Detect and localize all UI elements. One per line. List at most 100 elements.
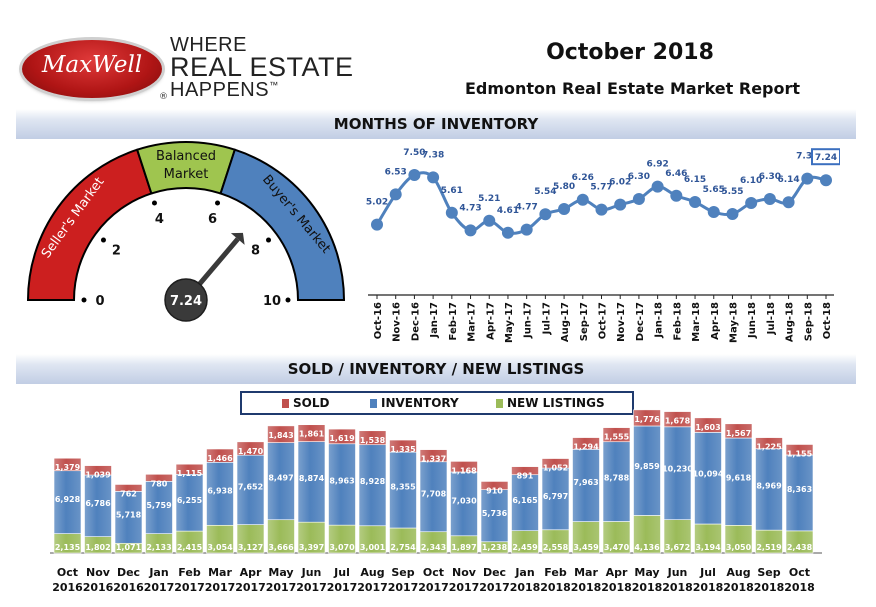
data-label: 4.61 (497, 206, 519, 216)
registered-mark: ® (159, 92, 168, 102)
legend-swatch-sold (282, 399, 289, 408)
bar-segment-inventory (267, 442, 295, 521)
bar-label-sold: 1,603 (695, 423, 720, 432)
data-point (445, 206, 458, 219)
bar-segment-sold (206, 448, 234, 463)
legend-inventory: INVENTORY (370, 396, 459, 410)
bar-label-inventory: 7,652 (238, 482, 263, 491)
data-point (689, 196, 702, 208)
tagline-line1: WHERE (170, 34, 247, 56)
bar-label-inventory: 6,165 (512, 496, 538, 505)
bar-label-new-listings: 3,054 (207, 543, 233, 552)
bar-label-inventory: 5,736 (482, 509, 508, 518)
bar-segment-inventory (572, 449, 600, 522)
legend-swatch-new-listings (496, 399, 503, 408)
data-point (520, 223, 533, 236)
bar-label-sold: 891 (517, 472, 534, 481)
months-of-inventory-line-chart: 5.02 Oct-16 6.53 Nov-16 7.50 Dec-16 7.38 Jan-17… (366, 148, 840, 343)
data-label: 6.53 (385, 167, 407, 177)
data-point (483, 214, 496, 227)
x-tick-label-year: 2016 (113, 581, 144, 594)
data-point (464, 224, 477, 237)
data-label: 6.15 (684, 175, 706, 185)
x-tick-label: Mar-17 (467, 302, 478, 342)
highlight-box (811, 148, 840, 166)
bar-segment-inventory (297, 441, 326, 523)
x-tick-label-month: Dec (483, 566, 506, 579)
x-tick-label-month: Oct (423, 566, 444, 579)
data-point (576, 193, 589, 206)
bar-segment-inventory (541, 467, 570, 531)
bar-label-sold: 1,678 (665, 417, 691, 426)
x-tick-label: Mar-18 (691, 302, 702, 342)
bar-label-inventory: 8,928 (360, 477, 386, 486)
bar-label-new-listings: 1,238 (482, 543, 508, 552)
bar-label-sold: 1,538 (360, 436, 386, 445)
bar-segment-inventory (663, 426, 692, 520)
data-label: 4.73 (459, 203, 481, 213)
x-tick-label-year: 2017 (479, 581, 510, 594)
data-label: 5.21 (478, 194, 500, 204)
bar-label-inventory: 9,618 (726, 473, 752, 482)
bar-segment-inventory (175, 474, 204, 532)
bar-label-new-listings: 2,135 (55, 543, 81, 552)
x-tick-label-year: 2018 (540, 581, 571, 594)
bar-segment-sold (389, 439, 417, 453)
bar-segment-sold (53, 457, 82, 472)
x-tick-label-year: 2018 (510, 581, 541, 594)
bar-label-new-listings: 3,194 (695, 543, 721, 552)
x-tick-label: Sep-17 (579, 302, 590, 341)
x-tick-label: May-18 (728, 302, 739, 343)
bar-label-sold: 1,567 (726, 429, 751, 438)
bar-label-inventory: 5,759 (146, 501, 172, 510)
bar-segment-sold (297, 424, 326, 442)
x-tick-label-year: 2017 (144, 581, 175, 594)
bar-label-new-listings: 3,666 (268, 543, 294, 552)
x-tick-label: Oct-18 (822, 302, 833, 339)
bar-segment-new-listings (663, 519, 692, 554)
x-tick-label: Apr-18 (710, 302, 721, 340)
data-point (670, 189, 683, 202)
bar-segment-sold (511, 466, 539, 476)
x-tick-label-year: 2017 (357, 581, 388, 594)
bar-segment-sold (358, 430, 387, 446)
bar-label-new-listings: 3,672 (665, 543, 690, 552)
bar-label-new-listings: 2,343 (421, 543, 446, 552)
tagline-line3-text: HAPPENS (170, 78, 270, 101)
bar-label-new-listings: 2,558 (543, 543, 569, 552)
x-tick-label-year: 2017 (174, 581, 205, 594)
bar-segment-sold (419, 449, 448, 463)
bar-segment-inventory (724, 437, 753, 526)
x-tick-label-month: Sep (757, 566, 780, 579)
bar-segment-sold (145, 473, 173, 482)
x-tick-label-month: Aug (360, 566, 384, 579)
bar-label-inventory: 7,963 (573, 478, 598, 487)
bar-label-inventory: 8,874 (299, 474, 325, 483)
x-tick-label-month: Dec (117, 566, 140, 579)
x-tick-label: Feb-18 (672, 302, 683, 340)
bar-label-sold: 1,470 (238, 447, 264, 456)
gauge-tick-dot (215, 200, 221, 206)
x-tick-label: Feb-17 (448, 302, 459, 340)
data-point (726, 208, 739, 220)
gauge-tick-dot (100, 237, 106, 243)
data-point (501, 226, 514, 239)
x-tick-label-month: Oct (789, 566, 810, 579)
maxwell-logo-ellipse (22, 40, 162, 98)
bar-label-inventory: 7,708 (421, 489, 447, 498)
x-tick-label: Jan-18 (654, 302, 665, 339)
x-tick-label: Jul-17 (541, 302, 552, 335)
bar-segment-new-listings (694, 523, 722, 554)
x-tick-label-month: Apr (606, 566, 628, 579)
x-tick-label: Sep-18 (803, 302, 814, 341)
data-label: 7.38 (422, 150, 444, 160)
legend-inventory-label: INVENTORY (381, 396, 459, 410)
data-point (763, 193, 776, 205)
bar-label-new-listings: 3,050 (726, 543, 752, 552)
x-tick-label: Dec-17 (635, 302, 646, 341)
data-label: 6.46 (665, 169, 687, 179)
bar-segment-sold (267, 425, 295, 443)
data-label: 6.10 (740, 176, 762, 186)
x-tick-label-month: May (268, 566, 293, 579)
bar-label-sold: 1,776 (634, 415, 660, 424)
